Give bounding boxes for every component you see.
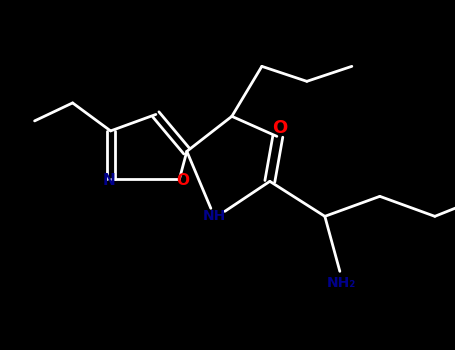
Text: NH: NH [203, 209, 227, 223]
Text: NH₂: NH₂ [327, 276, 356, 290]
Text: O: O [176, 173, 189, 188]
Text: O: O [272, 119, 288, 137]
Text: N: N [102, 173, 115, 188]
